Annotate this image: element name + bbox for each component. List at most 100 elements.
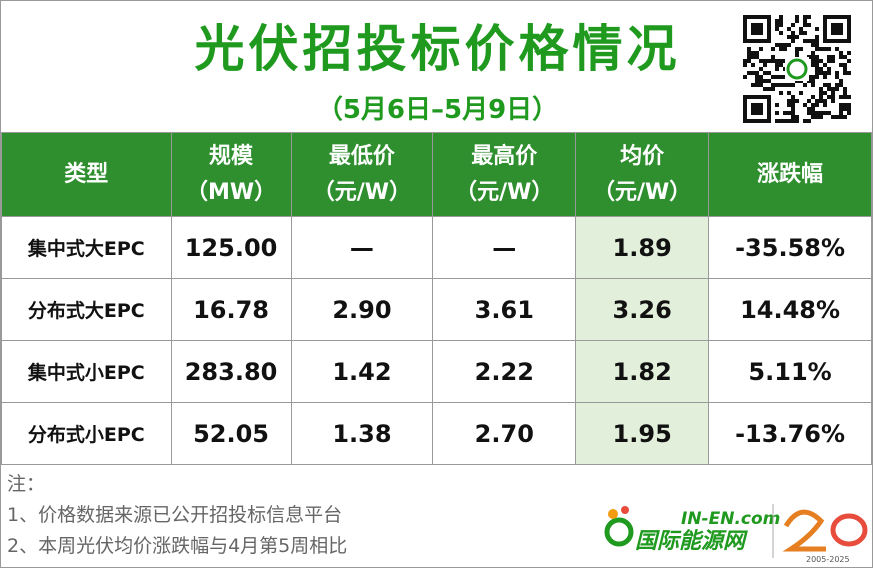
qr-module xyxy=(827,95,831,99)
qr-module xyxy=(755,55,759,59)
qr-module xyxy=(775,103,779,107)
qr-module xyxy=(835,83,839,87)
qr-module xyxy=(775,59,779,63)
table-cell: 集中式小EPC xyxy=(1,340,172,403)
logo-mark xyxy=(604,517,634,547)
qr-module xyxy=(787,111,791,115)
table-cell: 2.22 xyxy=(432,340,577,403)
qr-module xyxy=(815,35,819,39)
qr-module xyxy=(819,59,823,63)
qr-module xyxy=(799,91,803,95)
qr-module xyxy=(815,47,819,51)
qr-module xyxy=(839,107,843,111)
qr-module xyxy=(783,119,787,123)
qr-module xyxy=(811,51,815,55)
qr-module xyxy=(811,63,815,67)
qr-module xyxy=(799,47,803,51)
qr-module xyxy=(779,19,783,23)
qr-module xyxy=(795,47,799,51)
qr-module xyxy=(843,103,847,107)
column-header: 规模 （MW） xyxy=(170,132,292,217)
qr-module xyxy=(759,75,763,79)
qr-module xyxy=(811,115,815,119)
qr-module xyxy=(807,119,811,123)
table-row: 集中式小EPC 283.80 1.42 2.22 1.82 5.11% xyxy=(1,340,872,403)
qr-module xyxy=(803,119,807,123)
table-row: 集中式大EPC 125.00— —1.89 -35.58% xyxy=(1,216,872,279)
qr-module xyxy=(795,35,799,39)
qr-module xyxy=(803,103,807,107)
qr-module xyxy=(795,19,799,23)
qr-module xyxy=(791,107,795,111)
header-line: （MW） xyxy=(185,179,277,205)
header-line: （元/W） xyxy=(593,179,692,205)
qr-module xyxy=(743,63,747,67)
qr-module xyxy=(779,63,783,67)
qr-module xyxy=(815,75,819,79)
qr-module xyxy=(847,95,851,99)
qr-module xyxy=(791,115,795,119)
qr-module xyxy=(803,19,807,23)
qr-module xyxy=(831,99,835,103)
column-header: 最高价 （元/W） xyxy=(432,132,577,217)
qr-module xyxy=(847,103,851,107)
qr-module xyxy=(759,59,763,63)
table-cell: 1.42 xyxy=(290,340,434,403)
logo-dot xyxy=(608,509,618,519)
qr-module xyxy=(811,43,815,47)
qr-module xyxy=(839,95,843,99)
table-cell: 14.48% xyxy=(708,278,872,341)
column-header: 涨跌幅 xyxy=(708,132,872,217)
qr-module xyxy=(795,99,799,103)
table-cell: 1.89 xyxy=(575,216,710,279)
qr-module xyxy=(751,71,755,75)
qr-module xyxy=(771,47,775,51)
qr-module xyxy=(771,55,775,59)
qr-module xyxy=(839,79,843,83)
qr-module xyxy=(847,111,851,115)
qr-module xyxy=(747,55,751,59)
qr-module xyxy=(823,47,827,51)
qr-module xyxy=(839,51,843,55)
qr-module xyxy=(831,55,835,59)
qr-module xyxy=(823,99,827,103)
qr-module xyxy=(835,115,839,119)
qr-module xyxy=(747,51,751,55)
qr-module xyxy=(775,27,779,31)
qr-module xyxy=(799,31,803,35)
qr-module xyxy=(751,51,755,55)
qr-module xyxy=(771,87,775,91)
table-cell: — xyxy=(290,216,434,279)
qr-module xyxy=(751,55,755,59)
header-line: 涨跌幅 xyxy=(757,161,824,187)
qr-module xyxy=(835,47,839,51)
table-cell: 3.61 xyxy=(432,278,577,341)
qr-module xyxy=(835,71,839,75)
notes-label: 注： xyxy=(7,473,46,495)
qr-module xyxy=(779,59,783,63)
qr-module xyxy=(823,75,827,79)
qr-module xyxy=(819,111,823,115)
logo-anniv xyxy=(782,509,826,552)
qr-module xyxy=(811,39,815,43)
qr-module xyxy=(787,91,791,95)
qr-module xyxy=(779,23,783,27)
qr-module xyxy=(839,111,843,115)
qr-module xyxy=(811,55,815,59)
qr-code xyxy=(743,15,851,123)
qr-module xyxy=(791,99,795,103)
qr-module xyxy=(791,111,795,115)
table-cell: -13.76% xyxy=(708,402,872,465)
qr-module xyxy=(815,111,819,115)
qr-module xyxy=(775,67,779,71)
qr-module xyxy=(815,59,819,63)
header-line: （元/W） xyxy=(455,179,554,205)
qr-module xyxy=(791,119,795,123)
header-line: 规模 xyxy=(209,143,254,169)
header-line: （元/W） xyxy=(312,179,412,205)
qr-module xyxy=(775,83,779,87)
qr-module xyxy=(775,63,779,67)
qr-module xyxy=(823,83,827,87)
qr-module xyxy=(791,95,795,99)
qr-module xyxy=(767,87,771,91)
